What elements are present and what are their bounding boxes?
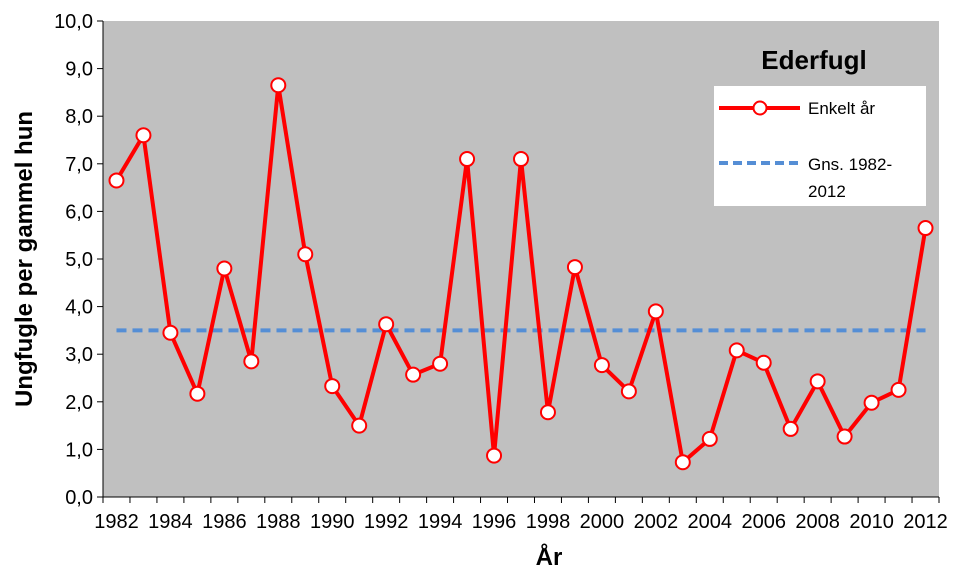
data-point	[351, 417, 368, 434]
x-tick-label: 1994	[418, 511, 463, 533]
data-point	[405, 366, 422, 383]
data-point	[782, 420, 799, 437]
data-point	[890, 381, 907, 398]
data-point	[836, 428, 853, 445]
x-tick-label: 2000	[580, 511, 625, 533]
data-point	[243, 353, 260, 370]
legend-label-gns-line2: 2012	[808, 182, 846, 201]
x-axis: 1982 1984 1986 1988 1990 1992 1994 1996 1998 2000…	[94, 496, 948, 533]
x-tick-label: 2008	[795, 511, 840, 533]
y-tick-label: 3,0	[65, 344, 93, 366]
data-point	[809, 373, 826, 390]
data-point	[108, 172, 125, 189]
y-tick-label: 7,0	[65, 154, 93, 176]
y-tick-label: 4,0	[65, 297, 93, 319]
data-point	[513, 151, 529, 168]
data-point	[162, 324, 179, 341]
x-tick-label: 1986	[202, 511, 247, 533]
data-point	[539, 404, 556, 421]
x-tick-label: 2010	[849, 511, 894, 533]
chart-marks	[108, 77, 934, 471]
x-tick-label: 1982	[94, 511, 139, 533]
y-axis: 0,0 1,0 2,0 3,0 4,0 5,0 6,0 7,0 8,0 9,0 10,0	[54, 11, 104, 509]
x-axis-title: År	[536, 543, 563, 571]
x-tick-label: 2006	[741, 511, 786, 533]
x-tick-label: 2004	[688, 511, 733, 533]
data-point	[459, 151, 476, 168]
x-tick-label: 1996	[472, 511, 517, 533]
data-point	[593, 357, 610, 374]
data-point	[432, 355, 449, 372]
data-point	[863, 394, 880, 411]
x-tick-label: 1998	[526, 511, 571, 533]
chart-title: Ederfugl	[761, 45, 866, 75]
y-axis-title: Ungfugle per gammel hun	[11, 111, 38, 407]
legend-label-gns-line1: Gns. 1982-	[808, 155, 892, 174]
y-tick-label: 6,0	[65, 201, 93, 223]
legend-marker-enkelt-ar	[752, 100, 768, 116]
data-point	[647, 303, 664, 320]
x-tick-label: 2002	[634, 511, 679, 533]
data-point	[216, 260, 233, 277]
y-tick-label: 1,0	[65, 439, 93, 461]
y-tick-label: 0,0	[65, 487, 93, 509]
data-point	[189, 385, 206, 402]
data-point	[728, 342, 745, 359]
data-point	[755, 354, 772, 371]
x-tick-label: 1992	[364, 511, 409, 533]
data-point	[674, 454, 691, 471]
data-point	[378, 316, 395, 333]
data-point	[486, 447, 503, 464]
y-tick-label: 10,0	[54, 11, 93, 33]
data-point	[324, 378, 341, 395]
data-point	[701, 430, 718, 447]
x-tick-label: 1990	[310, 511, 355, 533]
data-point	[620, 383, 637, 400]
y-tick-label: 2,0	[65, 392, 93, 414]
y-tick-label: 9,0	[65, 59, 93, 81]
data-point	[135, 127, 152, 144]
data-point	[566, 259, 583, 276]
data-point	[917, 220, 934, 237]
x-tick-label: 1988	[256, 511, 301, 533]
data-point	[297, 246, 314, 263]
data-point	[270, 77, 287, 94]
legend-label-enkelt-ar: Enkelt år	[808, 99, 875, 118]
y-tick-label: 8,0	[65, 106, 93, 128]
legend: Enkelt år Gns. 1982- 2012	[714, 86, 926, 206]
y-tick-label: 5,0	[65, 249, 93, 271]
x-tick-label: 2012	[903, 511, 948, 533]
x-tick-label: 1984	[148, 511, 193, 533]
